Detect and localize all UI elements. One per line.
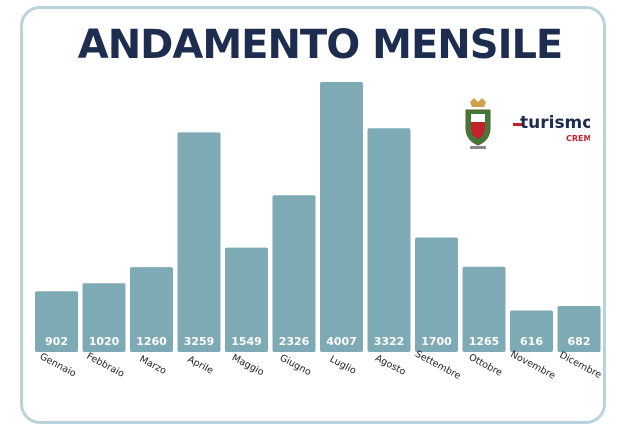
logo-city: CREMA: [566, 134, 590, 143]
bar-value-label: 1265: [469, 335, 500, 348]
bar-giugno: [272, 195, 316, 352]
bar-value-label: 1700: [421, 335, 452, 348]
category-label: Dicembre: [557, 350, 603, 381]
category-label: Ottobre: [467, 352, 504, 379]
bar-novembre: [510, 310, 553, 352]
crema-coat-of-arms-icon: [465, 98, 491, 149]
bar-settembre: [415, 237, 458, 352]
category-label: Agosto: [373, 353, 407, 378]
bar-value-label: 682: [568, 335, 591, 348]
category-label: Luglio: [328, 354, 358, 377]
bar-value-label: 1020: [89, 335, 120, 348]
logo-brand: turismo: [520, 113, 590, 133]
bar-maggio: [225, 247, 268, 352]
bar-value-label: 1260: [136, 335, 167, 348]
bar-ottobre: [462, 266, 506, 352]
bar-luglio: [320, 82, 363, 352]
bar-value-label: 2326: [279, 335, 310, 348]
bar-febbraio: [82, 283, 126, 352]
chart-title: ANDAMENTO MENSILE: [77, 22, 564, 68]
turismo-crema-logo: turismo CREMA: [465, 98, 590, 149]
category-label: Marzo: [138, 354, 169, 377]
category-label: Novembre: [508, 349, 557, 382]
category-label: Febbraio: [85, 351, 127, 380]
bar-dicembre: [557, 306, 601, 352]
category-label: Giugno: [278, 353, 313, 379]
bar-agosto: [367, 128, 411, 352]
bar-value-label: 3322: [374, 335, 405, 348]
category-label: Settembre: [413, 349, 462, 382]
bar-value-label: 3259: [184, 335, 215, 348]
bar-value-label: 4007: [326, 335, 357, 348]
bar-aprile: [177, 132, 221, 352]
bar-value-label: 616: [520, 335, 543, 348]
bar-value-label: 902: [45, 335, 68, 348]
category-label: Gennaio: [38, 351, 78, 379]
logo-red-dash: [513, 123, 522, 126]
category-label: Maggio: [230, 352, 266, 378]
bar-value-label: 1549: [231, 335, 262, 348]
category-label: Aprile: [186, 354, 216, 377]
bar-marzo: [130, 267, 173, 352]
bar-gennaio: [35, 291, 78, 352]
